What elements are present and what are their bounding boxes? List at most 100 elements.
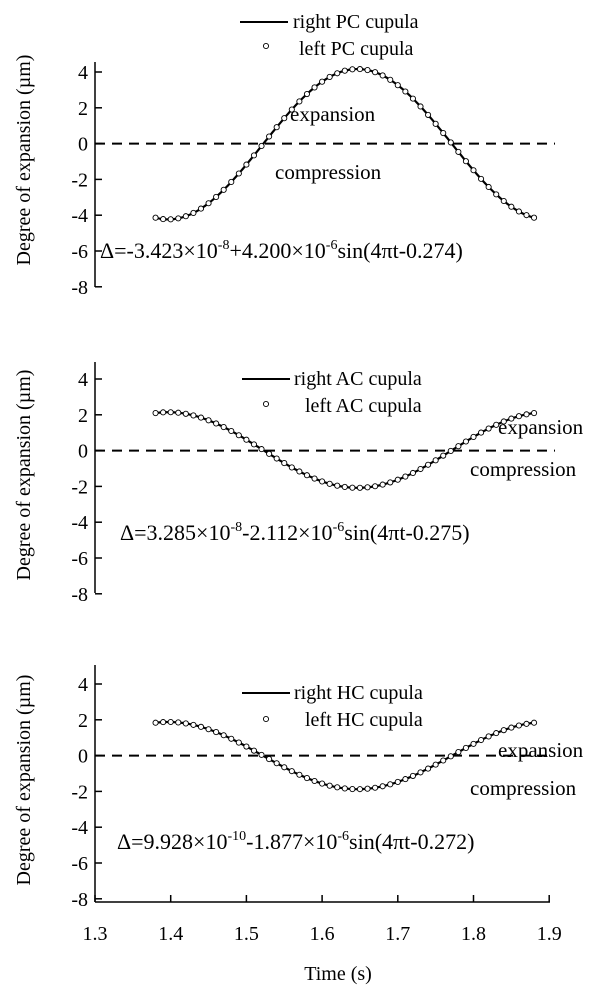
data-point: [364, 67, 371, 74]
data-point: [356, 484, 364, 491]
data-point: [266, 133, 273, 140]
y-tick-label-2-8: -8: [71, 889, 88, 911]
data-point: [387, 76, 394, 83]
data-point: [493, 421, 500, 428]
data-point: [470, 167, 477, 174]
data-point: [205, 417, 212, 424]
data-point: [167, 409, 174, 416]
data-point: [288, 464, 295, 471]
legend-label-right-pc-cupula: right PC cupula: [293, 11, 419, 33]
x-tick-label-1-4: 1.4: [158, 923, 183, 945]
data-point: [387, 781, 394, 788]
data-point: [500, 418, 507, 425]
data-point: [341, 483, 348, 491]
data-point: [417, 103, 424, 110]
annotation-compression-pc: compression: [275, 160, 382, 184]
data-point: [175, 409, 182, 416]
data-point: [447, 447, 454, 454]
data-point: [402, 776, 409, 783]
data-point: [334, 784, 341, 791]
data-point: [485, 425, 492, 432]
data-point: [508, 724, 515, 731]
y-tick-label-1-4: 4: [78, 369, 88, 391]
data-point: [160, 409, 167, 416]
data-point: [243, 436, 250, 443]
annotation-expansion-hc: expansion: [498, 738, 584, 762]
series-points-left-hc-cupula: [152, 718, 538, 793]
data-point: [273, 760, 280, 767]
x-tick-label-1-9: 1.9: [537, 923, 562, 945]
data-point: [197, 205, 205, 212]
data-point: [485, 183, 492, 191]
y-tick-label-0-2: 2: [78, 98, 88, 120]
data-point: [258, 142, 265, 150]
data-point: [258, 446, 265, 453]
data-point: [425, 461, 432, 468]
y-axis-label-hc: Degree of expansion (µm): [13, 675, 35, 886]
equation-hc: Δ=9.928×10-10-1.877×10-6sin(4πt-0.272): [117, 829, 474, 854]
data-point: [197, 414, 205, 421]
legend-label-left-pc-cupula: left PC cupula: [299, 38, 414, 60]
data-point: [409, 772, 416, 779]
data-point: [515, 413, 522, 420]
data-point: [356, 786, 364, 793]
data-point: [281, 115, 288, 122]
data-point: [349, 786, 356, 793]
y-tick-label-1-8: -8: [71, 584, 88, 606]
data-point: [243, 161, 250, 168]
data-point: [394, 82, 401, 89]
x-axis-ticks: 1.3 1.4 1.5 1.6 1.7 1.8 1.9: [83, 895, 562, 945]
data-point: [470, 740, 477, 747]
data-point: [213, 193, 220, 200]
data-point: [372, 784, 379, 791]
data-point: [182, 720, 189, 727]
data-point: [319, 78, 326, 85]
data-point: [531, 214, 538, 221]
data-point: [288, 768, 295, 775]
data-point: [266, 450, 273, 457]
data-point: [296, 771, 303, 778]
y-tick-label-2-6: -6: [71, 853, 88, 875]
x-tick-label-1-8: 1.8: [461, 923, 486, 945]
data-point: [349, 484, 356, 491]
data-point: [462, 158, 469, 165]
data-point: [440, 757, 447, 764]
data-point: [515, 722, 522, 729]
y-tick-label-2-2: -2: [71, 781, 88, 803]
data-point: [175, 215, 182, 222]
data-point: [417, 769, 424, 776]
data-point: [515, 208, 522, 215]
data-point: [326, 480, 333, 487]
annotation-compression-ac: compression: [470, 457, 577, 481]
data-point: [425, 111, 432, 118]
data-point: [228, 735, 235, 742]
panel-hc: 4 2 0 -2 -4 -6 -8 1.3 1.4 1.5 1.6 1.7 1.8 1.9 Degree…: [13, 665, 584, 985]
data-point: [281, 764, 288, 771]
y-tick-label-2-4: -4: [71, 817, 88, 839]
data-point: [478, 429, 485, 436]
data-point: [402, 88, 409, 95]
legend-circle-swatch-hc: [262, 715, 270, 723]
data-point: [493, 730, 500, 737]
data-point: [160, 719, 167, 726]
data-point: [213, 420, 220, 427]
data-point: [281, 460, 288, 467]
series-points-left-ac-cupula: [152, 409, 538, 491]
data-point: [440, 129, 447, 137]
data-point: [311, 777, 318, 785]
data-point: [250, 152, 258, 159]
data-point: [356, 66, 364, 73]
y-axis-ticks-ac: 4 2 0 -2 -4 -6 -8: [71, 369, 102, 606]
data-point: [228, 427, 235, 435]
data-point: [334, 482, 341, 489]
data-point: [508, 203, 515, 210]
legend-circle-swatch-pc: [262, 42, 270, 50]
data-point: [379, 72, 386, 79]
data-point: [235, 170, 242, 177]
annotation-expansion-pc: expansion: [290, 102, 376, 126]
x-tick-label-1-6: 1.6: [310, 923, 335, 945]
y-tick-label-2-0: 0: [78, 746, 88, 768]
data-point: [500, 727, 507, 734]
data-point: [508, 415, 515, 422]
